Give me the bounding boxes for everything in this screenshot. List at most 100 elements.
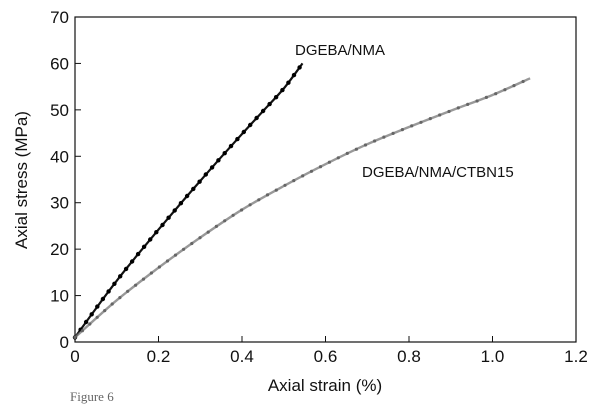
data-point <box>83 319 89 325</box>
data-point <box>178 201 184 206</box>
data-point <box>447 109 451 114</box>
data-point <box>126 289 130 293</box>
x-tick-label: 0.6 <box>314 347 338 366</box>
data-point <box>118 274 123 279</box>
data-point <box>286 80 291 85</box>
data-point <box>301 174 305 178</box>
data-point <box>154 230 159 235</box>
data-point <box>428 117 432 121</box>
series-dgeba-nma-ctbn15 <box>73 77 531 339</box>
data-point <box>182 247 186 251</box>
data-point <box>173 253 178 257</box>
data-point <box>260 108 266 114</box>
data-point <box>503 88 507 92</box>
data-point <box>95 304 100 309</box>
y-tick-label: 30 <box>50 194 69 213</box>
annotation-dgeba-nma: DGEBA/NMA <box>295 42 385 59</box>
data-point <box>494 92 498 96</box>
data-point <box>209 165 215 170</box>
data-point <box>157 265 161 269</box>
x-axis-label: Axial strain (%) <box>268 376 382 395</box>
annotation-dgeba-nma-ctbn15: DGEBA/NMA/CTBN15 <box>362 164 514 181</box>
data-point <box>191 186 196 192</box>
y-tick-label: 50 <box>50 101 69 120</box>
data-point <box>254 115 259 121</box>
data-point <box>73 335 77 339</box>
data-point <box>241 129 246 135</box>
y-axis-label: Axial stress (MPa) <box>12 111 31 249</box>
x-tick-label: 0.4 <box>230 347 254 366</box>
y-tick-label: 60 <box>50 54 69 73</box>
data-point <box>166 215 171 220</box>
data-point <box>484 95 488 99</box>
data-point <box>203 172 208 177</box>
data-point <box>228 143 234 149</box>
series-line <box>74 77 531 339</box>
data-point <box>141 277 146 281</box>
data-point <box>214 224 218 228</box>
data-point <box>165 259 170 263</box>
data-point <box>291 72 297 78</box>
data-point <box>149 271 153 275</box>
data-point <box>257 198 261 202</box>
data-point <box>292 179 296 183</box>
data-point <box>123 266 129 272</box>
data-point <box>265 193 270 197</box>
x-tick-label: 0 <box>70 347 79 366</box>
data-point <box>419 120 423 124</box>
data-point <box>363 143 368 147</box>
data-point <box>521 79 525 84</box>
x-tick-label: 0.2 <box>147 347 171 366</box>
data-point <box>190 241 194 246</box>
data-point <box>248 122 253 128</box>
data-point <box>248 203 252 207</box>
data-point <box>160 222 165 228</box>
data-point <box>410 124 414 128</box>
data-point <box>231 213 235 217</box>
data-point <box>512 84 516 88</box>
data-point <box>400 128 404 132</box>
figure-caption: Figure 6 <box>70 389 114 404</box>
data-point <box>283 183 287 187</box>
data-point <box>148 237 153 242</box>
data-point <box>118 296 122 300</box>
data-point <box>466 102 470 106</box>
y-tick-label: 70 <box>50 8 69 27</box>
y-tick-label: 10 <box>50 287 69 306</box>
data-point <box>438 113 442 117</box>
data-point <box>327 160 331 164</box>
data-point <box>391 131 395 135</box>
series-dgeba-nma <box>72 62 304 340</box>
data-point <box>240 208 244 212</box>
data-point <box>373 139 377 143</box>
data-point <box>235 136 240 142</box>
data-point <box>345 151 349 155</box>
data-point <box>134 283 138 287</box>
data-point <box>129 259 135 264</box>
series <box>72 62 531 340</box>
data-point <box>100 296 106 302</box>
x-tick-label: 1.0 <box>481 347 505 366</box>
data-point <box>95 315 99 319</box>
data-point <box>206 230 210 234</box>
data-point <box>456 106 460 110</box>
ticks: 0 0.2 0.4 0.6 0.8 1.0 1.2 0 10 20 30 40 50 60 70 <box>50 8 588 366</box>
data-point <box>309 169 314 173</box>
data-point <box>318 165 323 169</box>
data-point <box>88 322 92 326</box>
y-tick-label: 0 <box>60 333 69 352</box>
data-point <box>80 329 84 333</box>
x-tick-label: 0.8 <box>397 347 421 366</box>
data-point <box>382 135 386 139</box>
data-point <box>336 156 340 160</box>
data-point <box>280 87 285 93</box>
data-point <box>103 309 107 313</box>
data-point <box>135 251 141 257</box>
data-point <box>110 302 114 306</box>
data-point <box>222 151 227 156</box>
data-point <box>273 95 279 100</box>
data-point <box>216 158 221 163</box>
data-point <box>223 219 227 223</box>
y-tick-label: 20 <box>50 240 69 259</box>
